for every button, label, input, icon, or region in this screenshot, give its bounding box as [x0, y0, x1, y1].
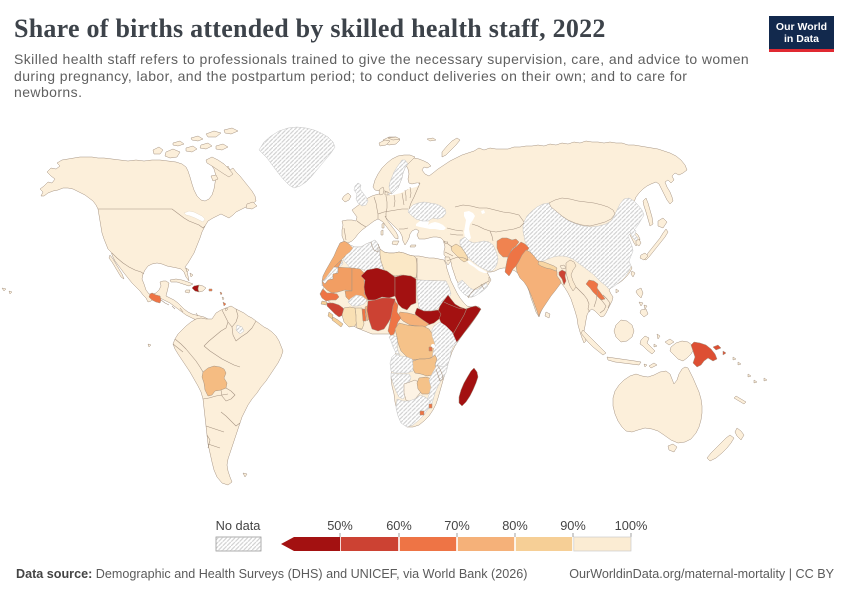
svg-text:100%: 100%	[615, 518, 648, 533]
svg-text:70%: 70%	[444, 518, 470, 533]
svg-text:90%: 90%	[560, 518, 586, 533]
svg-text:80%: 80%	[502, 518, 528, 533]
svg-text:No data: No data	[216, 518, 262, 533]
svg-text:50%: 50%	[327, 518, 353, 533]
svg-text:60%: 60%	[386, 518, 412, 533]
